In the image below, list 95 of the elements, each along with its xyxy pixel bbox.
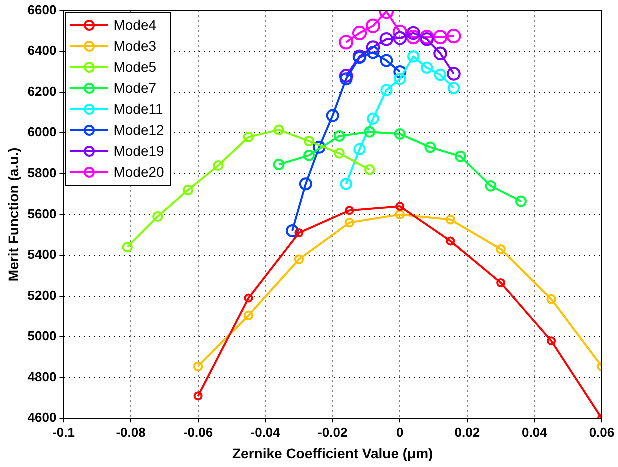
point: [396, 202, 405, 212]
point: [406, 26, 420, 40]
y-tick-label: 4600: [28, 410, 57, 426]
point: [354, 143, 366, 156]
x-tick-label: 0.04: [522, 424, 548, 440]
x-tick-label: 0.06: [589, 424, 615, 440]
point: [496, 278, 506, 288]
point: [339, 35, 354, 50]
point: [312, 140, 326, 154]
point: [393, 31, 408, 46]
point: [326, 109, 340, 122]
point: [243, 132, 254, 143]
x-tick-label: -0.04: [250, 424, 282, 440]
point: [446, 236, 456, 246]
y-tick-label: 6200: [28, 84, 57, 99]
point: [434, 68, 447, 82]
point: [193, 362, 204, 372]
point: [447, 67, 461, 81]
x-tick-label: -0.1: [52, 424, 75, 440]
point: [547, 336, 556, 346]
legend-label: Mode3: [114, 36, 157, 56]
point: [455, 150, 466, 162]
point: [366, 40, 380, 54]
point: [244, 294, 254, 303]
point: [182, 184, 194, 196]
y-tick-label: 5400: [28, 247, 57, 262]
point: [344, 218, 355, 228]
point: [446, 214, 456, 225]
x-tick-label: 0: [396, 424, 404, 440]
point: [122, 242, 133, 253]
point: [496, 244, 506, 254]
point: [299, 178, 312, 191]
y-tick-label: 4800: [28, 369, 57, 384]
point: [340, 178, 352, 190]
point: [446, 28, 462, 44]
point: [213, 160, 224, 172]
point: [380, 84, 393, 96]
point: [394, 128, 406, 140]
point: [364, 126, 376, 138]
point: [340, 72, 353, 86]
point: [420, 62, 434, 74]
point: [294, 228, 304, 238]
point: [286, 224, 299, 238]
point: [294, 254, 304, 264]
x-tick-label: 0.02: [454, 424, 480, 440]
point: [364, 164, 376, 176]
legend-label: Mode11: [114, 100, 164, 119]
point: [485, 180, 497, 192]
legend-label: Mode20: [114, 162, 164, 182]
point: [366, 46, 380, 60]
y-axis-title: Merit Function (a.u.): [5, 148, 22, 282]
point: [339, 69, 354, 83]
point: [244, 310, 254, 321]
point: [433, 30, 448, 45]
point: [273, 159, 285, 170]
legend-label: Mode5: [114, 58, 157, 77]
point: [366, 18, 381, 34]
point: [334, 148, 345, 159]
point: [434, 46, 448, 61]
point: [408, 50, 420, 63]
point: [394, 65, 407, 78]
point: [194, 392, 203, 401]
y-tick-label: 5000: [28, 328, 57, 344]
point: [546, 294, 556, 304]
y-tick-label: 6600: [28, 2, 57, 18]
point: [334, 130, 346, 142]
point: [380, 54, 394, 68]
point: [345, 206, 354, 216]
legend-label: Mode12: [114, 120, 164, 140]
point: [394, 73, 406, 86]
y-tick-label: 5600: [28, 206, 57, 222]
x-tick-label: -0.06: [183, 424, 214, 440]
x-axis-title: Zernike Coefficient Value (μm): [232, 445, 434, 462]
point: [424, 142, 436, 154]
point: [274, 124, 284, 136]
x-tick-label: -0.02: [318, 424, 348, 440]
y-tick-label: 5200: [28, 288, 57, 303]
point: [406, 30, 421, 45]
point: [352, 26, 368, 41]
point: [516, 196, 527, 208]
x-tick-label: -0.08: [116, 424, 146, 440]
point: [152, 211, 164, 222]
legend-label: Mode19: [114, 142, 164, 161]
y-tick-label: 6000: [28, 124, 57, 140]
y-tick-label: 6400: [28, 43, 57, 58]
legend-label: Mode4: [114, 16, 157, 35]
point: [304, 150, 316, 162]
point: [380, 32, 394, 46]
point: [304, 136, 315, 147]
point: [448, 82, 460, 94]
point: [392, 24, 408, 40]
legend-label: Mode7: [114, 78, 157, 98]
point: [367, 112, 380, 125]
y-tick-label: 5800: [28, 166, 57, 180]
point: [395, 210, 406, 220]
